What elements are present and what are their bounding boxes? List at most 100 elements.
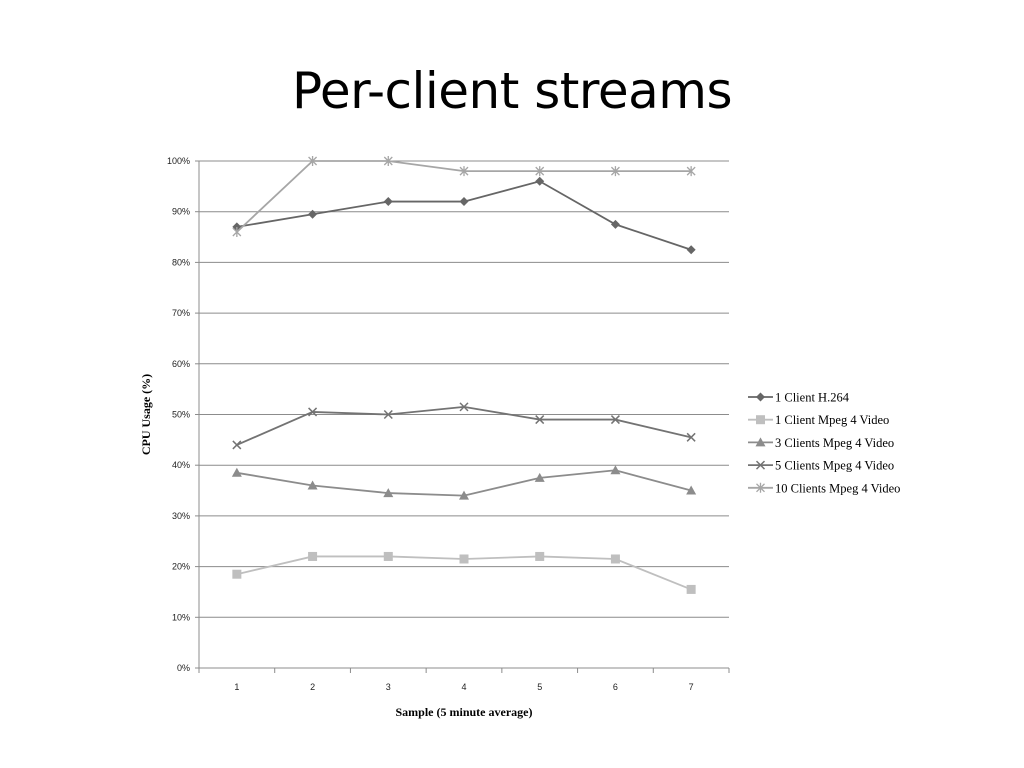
x-axis-title: Sample (5 minute average) (396, 705, 533, 719)
series-5 (232, 156, 696, 237)
triangle-marker (610, 465, 621, 475)
star-marker (535, 166, 545, 177)
y-tick-label: 0% (177, 663, 190, 673)
x-tick-label: 3 (386, 682, 391, 692)
star-marker (756, 482, 765, 493)
data-point (308, 551, 318, 561)
x-marker (755, 460, 766, 470)
gridlines (199, 160, 729, 618)
series-layer (231, 156, 697, 594)
data-point (756, 482, 765, 493)
diamond-marker (610, 219, 620, 229)
series-4 (232, 402, 696, 450)
square-marker (610, 554, 620, 564)
data-point (610, 465, 621, 475)
legend-item: 10 Clients Mpeg 4 Video (748, 481, 900, 495)
star-marker (459, 166, 469, 177)
data-point (535, 176, 545, 186)
series-line (236, 180, 692, 251)
legend: 1 Client H.264 1 Client Mpeg 4 Video 3 Cli… (748, 391, 900, 495)
data-point (232, 226, 242, 237)
data-point (383, 156, 393, 166)
y-tick-label: 40% (172, 460, 190, 470)
triangle-marker (459, 490, 469, 500)
y-tick-label: 60% (172, 359, 190, 369)
data-point (535, 415, 545, 425)
series-line (236, 405, 692, 446)
axes: 0% 10% 20% 30% 40% 50% 60% 70% 80% 90% 100% 1 2 3 4 5 6 7 (167, 156, 730, 692)
data-point (231, 467, 242, 477)
star-marker (383, 156, 393, 166)
triangle-marker (383, 488, 394, 498)
star-marker (610, 166, 620, 177)
x-marker (383, 409, 393, 420)
slide-title: Per-client streams (291, 62, 733, 120)
data-point (610, 219, 620, 229)
y-tick-label: 30% (172, 511, 190, 521)
data-point (686, 485, 697, 495)
x-tick-label: 5 (537, 682, 542, 692)
legend-item: 1 Client Mpeg 4 Video (748, 413, 889, 427)
y-tick-label: 50% (172, 410, 190, 420)
data-point (610, 166, 620, 177)
square-marker (535, 551, 545, 561)
triangle-marker (231, 467, 242, 477)
triangle-marker (307, 480, 318, 490)
data-point (756, 415, 765, 425)
diamond-marker (756, 392, 765, 402)
data-point (383, 197, 393, 207)
data-point (459, 197, 469, 207)
data-point (756, 392, 765, 402)
diamond-marker (459, 197, 469, 207)
diamond-marker (308, 209, 318, 219)
data-point (308, 209, 318, 219)
square-marker (756, 415, 765, 425)
data-point (383, 409, 393, 420)
data-point (459, 166, 469, 177)
triangle-marker (534, 472, 545, 482)
y-tick-label: 80% (172, 257, 190, 267)
y-axis-title: CPU Usage (%) (139, 374, 153, 455)
legend-label: 1 Client Mpeg 4 Video (775, 413, 889, 427)
y-tick-label: 90% (172, 207, 190, 217)
triangle-marker (686, 485, 697, 495)
data-point (459, 402, 469, 412)
star-marker (308, 156, 318, 166)
square-marker (232, 569, 242, 579)
legend-item: 1 Client H.264 (748, 391, 850, 405)
square-marker (459, 554, 469, 564)
x-marker (686, 432, 696, 442)
x-tick-label: 1 (234, 682, 239, 692)
data-point (307, 480, 318, 490)
x-tick-label: 4 (461, 682, 466, 692)
star-marker (232, 226, 242, 237)
data-point (459, 554, 469, 564)
data-point (534, 472, 545, 482)
data-point (383, 551, 393, 561)
legend-label: 1 Client H.264 (775, 391, 850, 405)
x-marker (535, 415, 545, 425)
x-marker (232, 440, 242, 450)
y-tick-label: 70% (172, 308, 190, 318)
data-point (459, 490, 469, 500)
series-2 (232, 551, 696, 594)
legend-label: 5 Clients Mpeg 4 Video (775, 459, 894, 473)
legend-item: 5 Clients Mpeg 4 Video (748, 459, 894, 473)
square-marker (686, 584, 696, 594)
data-point (535, 166, 545, 177)
data-point (308, 407, 318, 417)
x-marker (459, 402, 469, 412)
y-tick-label: 20% (172, 562, 190, 572)
legend-item: 3 Clients Mpeg 4 Video (748, 436, 894, 450)
square-marker (308, 551, 318, 561)
data-point (383, 488, 394, 498)
y-tick-label: 100% (167, 156, 190, 166)
x-marker (308, 407, 318, 417)
x-tick-label: 7 (689, 682, 694, 692)
star-marker (686, 166, 696, 177)
data-point (610, 554, 620, 564)
data-point (686, 245, 696, 255)
series-3 (231, 465, 697, 500)
triangle-marker (755, 437, 766, 447)
